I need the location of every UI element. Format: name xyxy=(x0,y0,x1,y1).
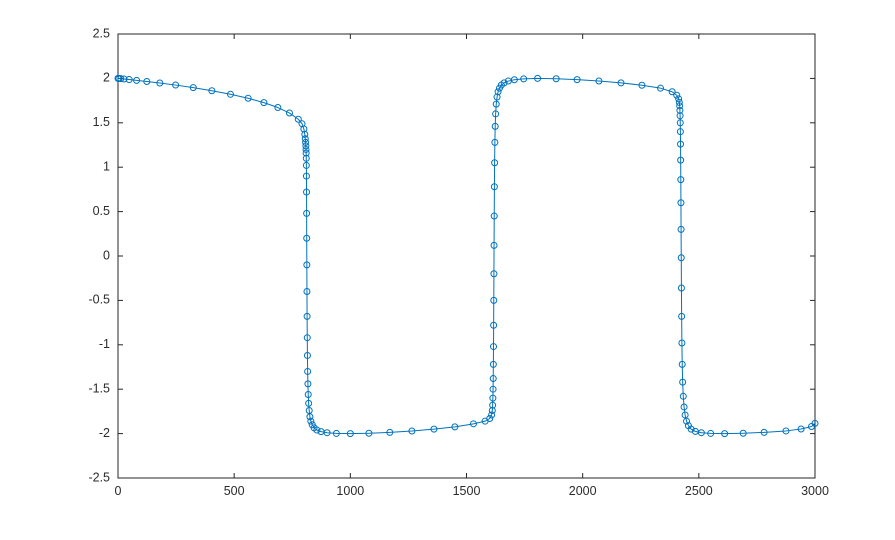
x-tick-label: 500 xyxy=(224,484,245,498)
data-series-group xyxy=(114,74,819,438)
y-tick-label: -1.5 xyxy=(88,381,110,395)
y-tick-label: 2 xyxy=(103,71,110,85)
y-axis-tick-labels: -2.5 -2 -1.5 -1 -0.5 0 0.5 1 1.5 2 2.5 xyxy=(88,26,110,484)
y-tick-label: -2 xyxy=(99,426,110,440)
x-tick-label: 0 xyxy=(115,484,122,498)
x-tick-label: 3000 xyxy=(801,484,829,498)
y-tick-label: 1.5 xyxy=(93,115,110,129)
y-tick-label: 2.5 xyxy=(93,26,110,40)
axis-tick-marks xyxy=(117,33,816,479)
x-tick-label: 2000 xyxy=(569,484,597,498)
y-tick-label: 0.5 xyxy=(93,204,110,218)
y-tick-label: 0 xyxy=(103,248,110,262)
x-tick-label: 1500 xyxy=(453,484,481,498)
axes-box xyxy=(117,33,816,479)
x-tick-label: 2500 xyxy=(685,484,713,498)
y-tick-label: -1 xyxy=(99,337,110,351)
x-axis-tick-labels: 0 500 1000 1500 2000 2500 3000 xyxy=(115,484,829,498)
y-tick-label: -0.5 xyxy=(88,293,110,307)
y-tick-label: 1 xyxy=(103,159,110,173)
series-y1 xyxy=(114,74,819,438)
y-tick-label: -2.5 xyxy=(88,470,110,484)
x-tick-label: 1000 xyxy=(336,484,364,498)
